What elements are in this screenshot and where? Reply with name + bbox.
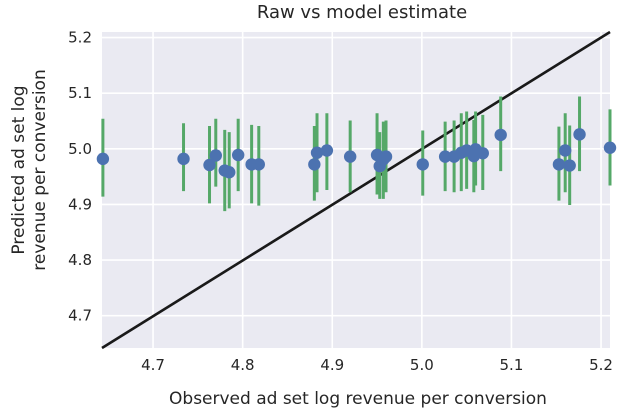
data-point: [552, 158, 566, 171]
x-tick-label: 4.8: [231, 356, 255, 374]
x-axis-label: Observed ad set log revenue per conversi…: [169, 389, 547, 409]
y-axis-label-line-2: revenue per conversion: [30, 69, 50, 270]
data-point: [231, 148, 245, 162]
x-tick-label: 5.2: [589, 356, 613, 374]
data-point: [476, 147, 489, 160]
x-tick-label: 5.1: [500, 356, 524, 374]
data-point: [416, 158, 429, 171]
data-point: [308, 158, 321, 171]
grid: [102, 32, 610, 348]
y-tick-label: 4.7: [68, 307, 92, 325]
x-tick-label: 4.9: [320, 356, 344, 374]
y-tick-label: 4.9: [68, 195, 92, 213]
data-point: [310, 146, 324, 159]
reference-line-group: [101, 30, 611, 350]
data-point: [573, 128, 586, 141]
data-point: [563, 159, 576, 172]
y-tick-label: 5.1: [68, 84, 92, 102]
data-points: [96, 128, 617, 179]
y-tick-label: 4.8: [68, 251, 92, 269]
x-tick-label: 5.0: [410, 356, 434, 374]
data-point: [379, 150, 393, 163]
data-point: [252, 158, 265, 171]
y-tick-labels: 4.7 4.8 4.9 5.0 5.1 5.2: [68, 29, 92, 325]
data-point: [320, 144, 334, 157]
y-axis-label-line-1: Predicted ad set log: [9, 85, 29, 254]
data-point: [559, 144, 572, 157]
reference-line: [101, 30, 611, 350]
y-axis-label-group: Predicted ad set log revenue per convers…: [9, 69, 50, 270]
x-tick-labels: 4.7 4.8 4.9 5.0 5.1 5.2: [141, 356, 613, 374]
data-point: [438, 150, 452, 163]
data-point: [603, 141, 617, 154]
x-tick-label: 4.7: [141, 356, 165, 374]
data-point: [96, 152, 110, 166]
data-point: [177, 152, 190, 166]
y-tick-label: 5.2: [68, 29, 92, 47]
data-point: [209, 149, 222, 162]
data-point: [203, 158, 216, 172]
y-tick-label: 5.0: [68, 140, 92, 158]
data-point: [343, 150, 357, 163]
data-point: [223, 165, 236, 179]
chart-title: Raw vs model estimate: [257, 2, 467, 23]
data-point: [494, 128, 507, 142]
